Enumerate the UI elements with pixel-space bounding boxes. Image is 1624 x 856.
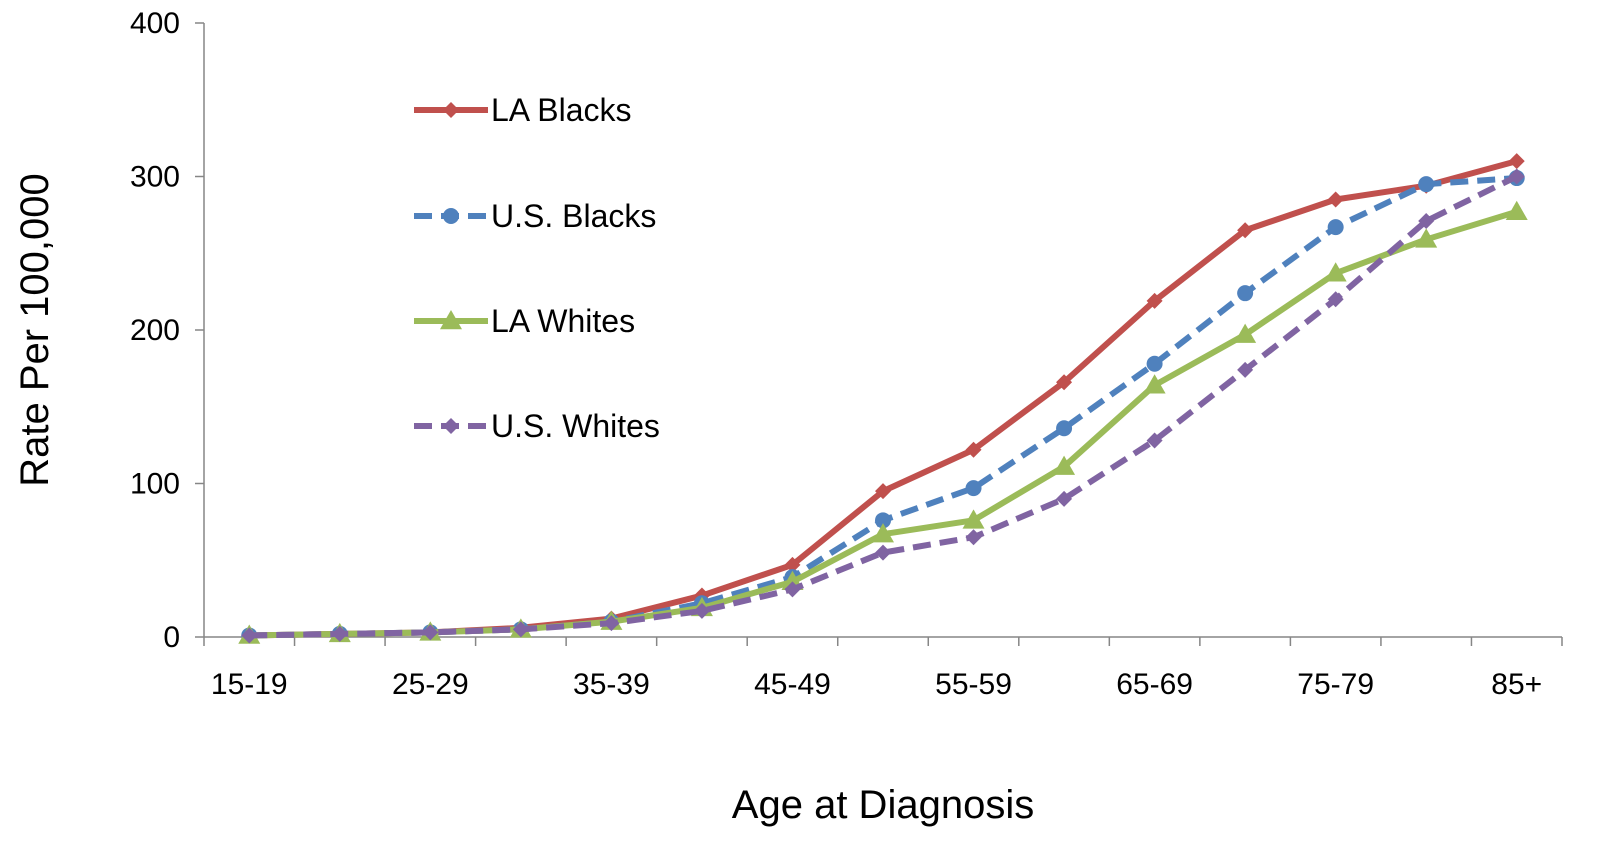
data-point xyxy=(965,480,982,497)
data-point xyxy=(1418,213,1435,230)
legend-label: LA Whites xyxy=(491,303,635,339)
data-point xyxy=(422,624,439,641)
data-point xyxy=(241,627,258,644)
data-point xyxy=(1418,176,1435,193)
legend-item: U.S. Blacks xyxy=(414,198,656,234)
x-tick-label: 55-59 xyxy=(935,668,1012,701)
y-tick-label: 200 xyxy=(130,314,180,347)
legend-label: U.S. Whites xyxy=(491,408,660,444)
legend-swatch-marker xyxy=(443,418,459,434)
data-point xyxy=(1146,432,1163,449)
data-point xyxy=(331,625,348,642)
legend-swatch-marker xyxy=(443,102,459,118)
data-point xyxy=(1415,228,1438,248)
series-u-s-blacks xyxy=(241,170,1525,644)
data-point xyxy=(603,615,620,632)
data-point xyxy=(875,512,891,529)
data-point xyxy=(872,523,894,543)
data-point xyxy=(1143,374,1166,394)
x-tick-label: 75-79 xyxy=(1297,668,1374,701)
x-tick-label: 35-39 xyxy=(573,668,650,701)
x-tick-label: 65-69 xyxy=(1116,668,1193,701)
data-point xyxy=(1146,355,1163,372)
series-line xyxy=(249,208,1518,639)
y-tick-label: 400 xyxy=(130,7,180,40)
legend-label: LA Blacks xyxy=(491,92,632,128)
data-point xyxy=(1327,291,1344,308)
series-la-whites xyxy=(238,200,1528,644)
legend-label: U.S. Blacks xyxy=(491,198,656,234)
data-point xyxy=(1234,323,1257,343)
data-point xyxy=(875,483,891,500)
y-tick-label: 100 xyxy=(130,468,180,501)
series-line xyxy=(249,173,1519,639)
data-point xyxy=(1237,285,1254,302)
data-point xyxy=(1327,219,1344,236)
x-tick-label: 85+ xyxy=(1491,668,1542,701)
y-axis-title: Rate Per 100,000 xyxy=(13,173,57,487)
legend-swatch-marker xyxy=(443,208,459,224)
data-point xyxy=(1237,222,1254,239)
y-tick-label: 300 xyxy=(130,161,180,194)
data-point xyxy=(1056,490,1073,507)
data-point xyxy=(784,556,801,573)
data-point xyxy=(1508,153,1525,170)
x-tick-label: 15-19 xyxy=(211,668,288,701)
data-point xyxy=(962,509,985,529)
legend-swatch-marker xyxy=(440,310,462,330)
x-axis-title: Age at Diagnosis xyxy=(732,783,1034,827)
data-point xyxy=(784,581,801,598)
data-point xyxy=(965,529,982,546)
data-point xyxy=(512,621,529,638)
data-point xyxy=(1146,292,1163,309)
x-tick-label: 45-49 xyxy=(754,668,831,701)
legend-item: LA Whites xyxy=(414,303,635,339)
data-point xyxy=(965,441,982,458)
legend: LA Blacks U.S. Blacks LA Whites U.S. Whites xyxy=(414,92,660,444)
data-point xyxy=(875,544,891,561)
data-point xyxy=(1505,200,1528,221)
data-point xyxy=(1508,168,1525,185)
data-point xyxy=(1327,191,1344,208)
legend-item: LA Blacks xyxy=(414,92,632,128)
data-point xyxy=(1053,455,1076,475)
data-point xyxy=(693,602,710,619)
data-point xyxy=(1056,374,1073,391)
data-point xyxy=(1324,262,1347,282)
data-point xyxy=(1056,420,1073,437)
axes: 0 100 200 300 400 15-19 25-29 35-39 45-49 55-59 65… xyxy=(130,7,1563,701)
series-layer xyxy=(238,153,1528,644)
x-tick-label: 25-29 xyxy=(392,668,469,701)
legend-item: U.S. Whites xyxy=(414,408,660,444)
data-point xyxy=(1237,361,1254,378)
y-tick-label: 0 xyxy=(163,621,180,654)
series-u-s-whites xyxy=(241,168,1525,644)
series-line xyxy=(249,175,1517,639)
